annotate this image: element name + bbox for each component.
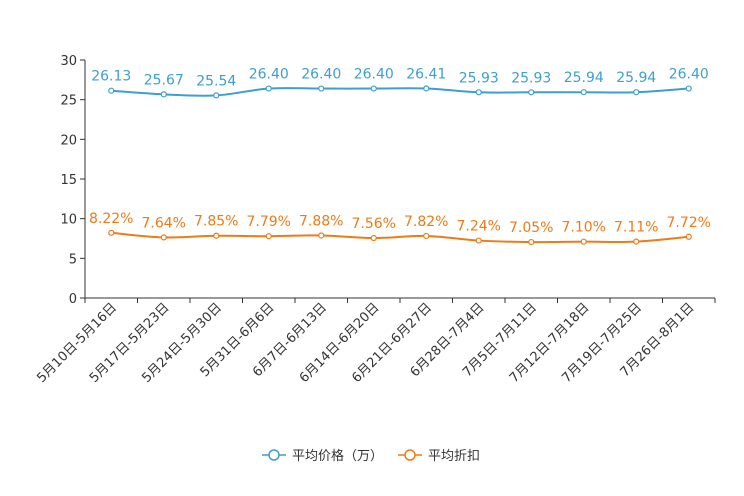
data-label: 7.79% xyxy=(247,214,291,230)
data-label: 7.56% xyxy=(352,216,396,232)
data-label: 26.40 xyxy=(669,67,709,83)
legend-marker-icon xyxy=(404,449,416,461)
y-tick-label: 30 xyxy=(60,54,77,69)
data-label: 25.93 xyxy=(459,70,499,86)
series-line-1 xyxy=(111,231,689,244)
legend[interactable]: 平均价格（万） 平均折扣 xyxy=(262,448,480,464)
data-label: 26.41 xyxy=(406,66,446,82)
data-label: 25.54 xyxy=(196,73,236,89)
series-line-0 xyxy=(111,87,689,97)
data-point xyxy=(265,85,272,92)
legend-label: 平均价格（万） xyxy=(292,448,383,464)
data-point xyxy=(423,85,430,92)
data-label: 7.64% xyxy=(142,215,186,231)
legend-marker-icon xyxy=(268,449,280,461)
data-label: 26.40 xyxy=(301,67,341,83)
data-point xyxy=(685,85,692,92)
y-tick-label: 0 xyxy=(69,292,77,307)
data-label: 25.94 xyxy=(616,70,656,86)
data-point xyxy=(318,85,325,92)
data-point xyxy=(475,237,482,244)
legend-item-1[interactable]: 平均折扣 xyxy=(398,449,480,464)
y-tick-label: 5 xyxy=(69,252,77,267)
data-point xyxy=(108,87,115,94)
data-point xyxy=(160,234,167,241)
data-point xyxy=(633,89,640,96)
data-point xyxy=(318,232,325,239)
data-point xyxy=(370,85,377,92)
data-label: 7.24% xyxy=(457,219,501,235)
data-point xyxy=(213,92,220,99)
y-tick-label: 10 xyxy=(60,213,77,228)
data-point xyxy=(370,234,377,242)
data-label: 26.40 xyxy=(249,67,289,83)
y-tick-label: 20 xyxy=(60,133,77,148)
data-label: 25.93 xyxy=(511,70,551,86)
data-point xyxy=(528,89,535,96)
data-point xyxy=(580,238,587,245)
data-point xyxy=(685,233,692,240)
data-label: 7.82% xyxy=(404,214,448,230)
data-label: 7.05% xyxy=(509,220,553,236)
data-label: 26.40 xyxy=(354,67,394,83)
data-point xyxy=(265,233,272,240)
data-label: 7.10% xyxy=(562,220,606,236)
y-tick-label: 15 xyxy=(60,173,77,188)
data-label: 25.94 xyxy=(564,70,604,86)
data-label: 7.11% xyxy=(614,220,658,236)
legend-item-0[interactable]: 平均价格（万） xyxy=(262,448,383,464)
data-label: 8.22% xyxy=(89,211,133,227)
data-label: 7.72% xyxy=(667,215,711,231)
data-point xyxy=(213,232,220,239)
y-tick-label: 25 xyxy=(60,94,77,109)
data-label: 7.85% xyxy=(194,214,238,230)
data-point xyxy=(633,238,640,245)
data-point xyxy=(423,232,430,240)
data-point xyxy=(580,89,587,96)
data-point xyxy=(475,89,482,96)
data-point xyxy=(108,229,115,236)
data-point xyxy=(528,238,535,246)
data-point xyxy=(160,91,167,98)
data-label: 26.13 xyxy=(91,69,131,85)
data-label: 25.67 xyxy=(144,72,184,88)
legend-label: 平均折扣 xyxy=(428,449,480,464)
data-label: 7.88% xyxy=(299,213,343,229)
series-layer: 26.13 25.67 25.54 26.40 26.40 26.40 26.41 25.93… xyxy=(89,66,711,246)
